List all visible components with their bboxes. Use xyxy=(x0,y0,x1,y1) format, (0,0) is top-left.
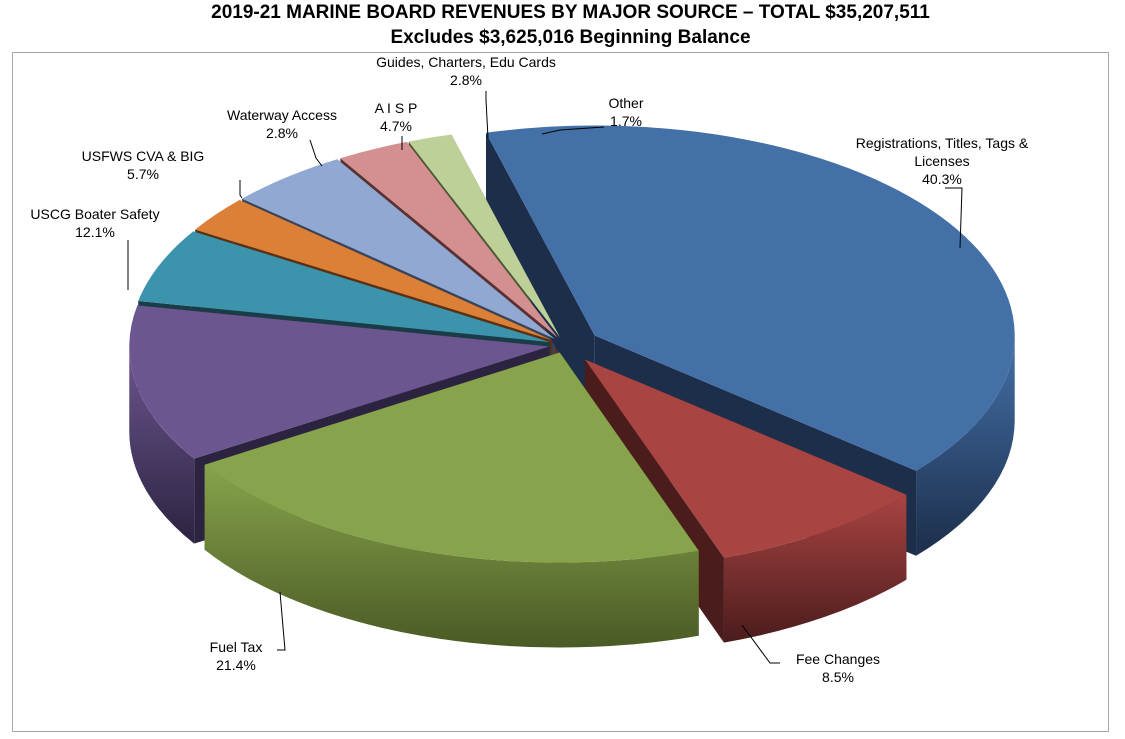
slice-3-outer-wall xyxy=(129,346,195,544)
slice-6-top[interactable] xyxy=(242,159,555,339)
slice-pct-6: 4.7% xyxy=(380,118,412,134)
slice-name-1: Fee Changes xyxy=(796,651,880,667)
slice-label-0: Registrations, Titles, Tags & Licenses 40.… xyxy=(856,135,1029,187)
slice-2-outer-wall xyxy=(204,464,699,648)
slice-0-outer-wall xyxy=(916,335,1015,556)
slice-0-top[interactable] xyxy=(485,125,1015,471)
slice-4-top[interactable] xyxy=(138,231,551,343)
slice-name-3: USCG Boater Safety xyxy=(30,206,159,222)
title-block: 2019-21 MARINE BOARD REVENUES BY MAJOR S… xyxy=(0,0,1125,50)
slice-name-5: Waterway Access xyxy=(227,107,337,123)
leader-line-8 xyxy=(541,126,605,135)
slice-pct-0: 40.3% xyxy=(922,171,962,187)
slice-label-3: USCG Boater Safety 12.1% xyxy=(30,206,159,240)
slice-pct-4: 5.7% xyxy=(127,166,159,182)
leader-line-7 xyxy=(485,91,489,139)
slice-label-8: Other 1.7% xyxy=(608,95,643,129)
slice-pct-5: 2.8% xyxy=(266,125,298,141)
slice-label-2: Fuel Tax 21.4% xyxy=(210,639,263,673)
leader-line-4 xyxy=(239,180,243,199)
slice-1-outer-wall xyxy=(723,494,907,643)
slice-label-7: Guides, Charters, Edu Cards 2.8% xyxy=(376,54,556,88)
slice-7-top[interactable] xyxy=(340,141,558,338)
slice-2-top[interactable] xyxy=(204,352,699,563)
leader-line-5 xyxy=(309,139,323,167)
chart-subtitle: Excludes $3,625,016 Beginning Balance xyxy=(390,27,751,48)
slice-pct-7: 2.8% xyxy=(450,72,482,88)
chart-title: 2019-21 MARINE BOARD REVENUES BY MAJOR S… xyxy=(211,2,930,23)
slice-pct-2: 21.4% xyxy=(216,657,256,673)
slice-name-4: USFWS CVA & BIG xyxy=(82,148,205,164)
slice-name-6: A I S P xyxy=(375,100,418,116)
slice-label-4: USFWS CVA & BIG 5.7% xyxy=(82,148,205,182)
leader-line-0 xyxy=(945,187,963,249)
slice-name-0: Registrations, Titles, Tags & xyxy=(856,135,1029,151)
slice-label-1: Fee Changes 8.5% xyxy=(796,651,880,685)
slice-pct-1: 8.5% xyxy=(822,669,854,685)
leader-line-1 xyxy=(741,624,780,664)
slice-name-0: Licenses xyxy=(914,153,969,169)
leader-line-2 xyxy=(277,591,286,651)
slice-name-7: Guides, Charters, Edu Cards xyxy=(376,54,556,70)
slice-label-6: A I S P 4.7% xyxy=(375,100,418,134)
slice-1-top[interactable] xyxy=(584,359,907,558)
slice-5-top[interactable] xyxy=(195,200,553,341)
slice-pct-3: 12.1% xyxy=(75,224,115,240)
slice-pct-8: 1.7% xyxy=(610,113,642,129)
slice-3-top[interactable] xyxy=(129,305,550,459)
slice-0-wall-0 xyxy=(485,132,595,421)
slice-8-top[interactable] xyxy=(408,134,561,338)
slice-label-5: Waterway Access 2.8% xyxy=(227,107,337,141)
slice-name-2: Fuel Tax xyxy=(210,639,263,655)
slice-name-8: Other xyxy=(608,95,643,111)
chart-frame xyxy=(12,52,1109,732)
